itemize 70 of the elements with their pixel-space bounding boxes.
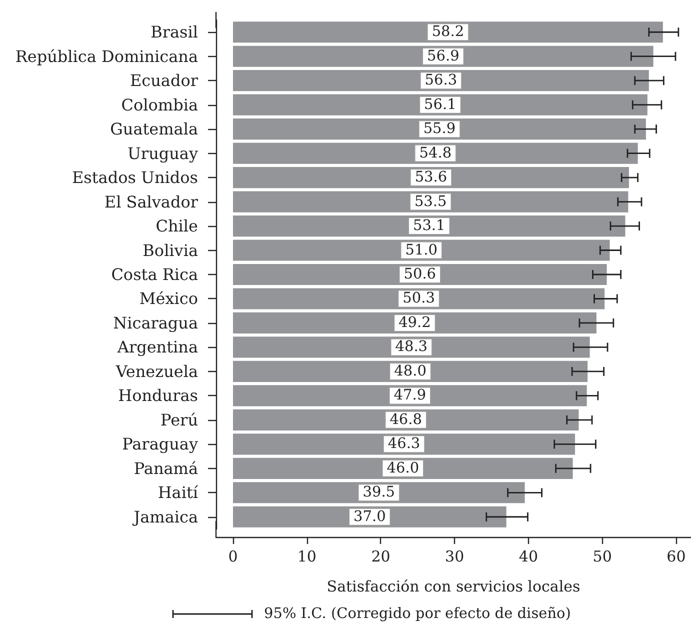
data-label: 53.6 [414, 170, 448, 186]
x-axis-title: Satisfacción con servicios locales [326, 578, 580, 596]
y-tick-label: Perú [160, 410, 198, 430]
data-label: 58.2 [432, 24, 464, 40]
data-label: 39.5 [362, 484, 396, 501]
data-label: 50.6 [404, 266, 436, 282]
y-tick-label: Estados Unidos [72, 168, 198, 188]
data-label: 53.5 [414, 194, 447, 210]
y-tick-label: Colombia [121, 95, 198, 114]
x-tick-label: 10 [297, 548, 316, 566]
y-tick-label: Jamaica [132, 507, 198, 526]
y-tick-label: México [139, 289, 198, 308]
bar [232, 70, 649, 92]
data-label: 46.0 [386, 460, 420, 476]
bar [232, 409, 579, 430]
y-tick-label: Brasil [150, 22, 198, 42]
y-tick-label: Chile [156, 216, 198, 236]
data-label: 48.0 [394, 363, 426, 380]
bar [232, 94, 648, 116]
data-label: 56.9 [427, 48, 460, 64]
bar [232, 240, 610, 261]
bar [232, 385, 587, 406]
data-label: 37.0 [354, 508, 386, 525]
y-tick-label: Bolivia [142, 240, 198, 260]
data-label: 53.1 [412, 218, 446, 234]
bar [232, 215, 626, 237]
y-tick-label: Paraguay [122, 434, 198, 454]
data-label: 56.1 [424, 96, 456, 113]
bar [232, 360, 588, 382]
bar [232, 142, 638, 164]
y-tick-label: Argentina [116, 338, 198, 357]
y-tick-label: Haití [158, 483, 199, 502]
data-label: 51.0 [405, 242, 438, 258]
bar [232, 336, 590, 358]
x-tick-label: 20 [371, 548, 390, 566]
bar [232, 191, 628, 212]
x-tick-label: 0 [228, 548, 238, 566]
y-tick-label: Nicaragua [113, 313, 198, 332]
data-label: 46.3 [388, 436, 420, 452]
data-label: 54.8 [419, 145, 452, 162]
bar [232, 264, 607, 286]
x-tick-label: 50 [592, 548, 612, 566]
bar [232, 22, 663, 43]
data-label: 55.9 [423, 121, 456, 138]
bar [232, 167, 629, 188]
data-label: 48.3 [395, 339, 428, 356]
data-label: 47.9 [394, 388, 426, 404]
bar [232, 434, 576, 455]
y-tick-label: Costa Rica [111, 265, 198, 284]
bar [232, 288, 605, 310]
bar [232, 46, 654, 67]
y-tick-label: El Salvador [104, 192, 198, 212]
y-tick-label: Ecuador [130, 71, 198, 90]
data-label: 49.2 [398, 314, 431, 331]
x-tick-label: 30 [445, 548, 464, 566]
y-tick-label: Uruguay [127, 144, 198, 163]
y-tick-label: Honduras [118, 386, 198, 406]
bar [232, 458, 573, 479]
x-tick-label: 40 [518, 548, 538, 566]
x-tick-label: 60 [666, 548, 686, 566]
data-label: 46.8 [390, 412, 422, 428]
y-tick-label: Venezuela [114, 362, 198, 381]
text: 95% I.C. (Corregido por efecto de diseño) [264, 606, 571, 622]
y-tick-label: Guatemala [110, 120, 198, 139]
data-label: 56.3 [424, 72, 458, 89]
y-tick-label: Panamá [134, 458, 198, 478]
data-label: 50.3 [402, 290, 435, 307]
y-tick-label: República Dominicana [15, 46, 198, 66]
bar [232, 312, 596, 334]
bar [232, 118, 646, 140]
